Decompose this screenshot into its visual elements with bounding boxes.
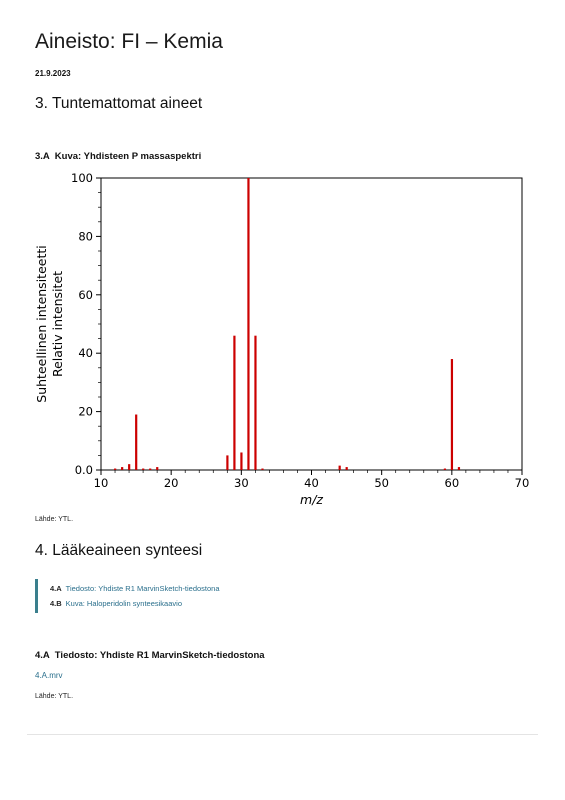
toc-number: 4.B — [50, 599, 62, 608]
section-heading-4: 4. Lääkeaineen synteesi — [35, 542, 203, 559]
spectrum-peak-bar — [226, 455, 229, 470]
figure-caption-3a: 3.A Kuva: Yhdisteen P massaspektri — [35, 151, 201, 162]
spectrum-peak-bar — [121, 467, 124, 470]
spectrum-peak-bar — [240, 452, 243, 470]
y-axis-label: Suhteellinen intensiteetti — [34, 245, 49, 402]
subsection-number: 4.A — [35, 650, 50, 661]
y-tick-label: 0.0 — [75, 463, 93, 477]
spectrum-peak-bar — [443, 468, 447, 470]
y-tick-label: 20 — [78, 405, 93, 419]
subsection-title: Tiedosto: Yhdiste R1 MarvinSketch-tiedos… — [54, 650, 265, 661]
section-heading-3: 3. Tuntemattomat aineet — [35, 95, 203, 112]
spectrum-peak-bar — [247, 178, 250, 470]
x-tick-label: 50 — [374, 476, 389, 490]
x-axis-label: m/z — [300, 492, 323, 507]
chart-labels: 10 20 30 40 50 60 70 0.0 20 40 60 80 100 m/z Suhteelli… — [34, 171, 529, 507]
section-toc: 4.A Tiedosto: Yhdiste R1 MarvinSketch-tie… — [35, 579, 338, 613]
page-title: Aineisto: FI – Kemia — [35, 30, 223, 53]
subsection-heading-4a: 4.A Tiedosto: Yhdiste R1 MarvinSketch-tie… — [35, 650, 265, 661]
spectrum-peak-bar — [261, 468, 264, 470]
toc-link[interactable]: Kuva: Haloperidolin synteesikaavio — [65, 599, 182, 608]
figure-caption-text: Kuva: Yhdisteen P massaspektri — [54, 151, 202, 162]
spectrum-peak-bar — [149, 468, 152, 470]
x-tick-label: 30 — [234, 476, 249, 490]
toc-link[interactable]: Tiedosto: Yhdiste R1 MarvinSketch-tiedos… — [65, 584, 220, 593]
spectrum-peak-bar — [156, 467, 159, 470]
publish-date: 21.9.2023 — [35, 69, 71, 78]
figure-number: 3.A — [35, 151, 50, 162]
spectrum-peak-bar — [338, 465, 341, 470]
mass-spectrum-chart: 10 20 30 40 50 60 70 0.0 20 40 60 80 100 m/z Suhteelli… — [34, 171, 529, 507]
spectrum-peak-bar — [233, 335, 236, 470]
x-tick-label: 10 — [94, 476, 109, 490]
chart-source: Lähde: YTL. — [35, 516, 74, 523]
y-tick-label: 100 — [71, 171, 93, 185]
x-tick-label: 70 — [515, 476, 530, 490]
footer-divider — [27, 734, 538, 735]
spectrum-peak-bar — [457, 467, 461, 470]
y-tick-label: 40 — [78, 346, 93, 360]
spectrum-peak-bar — [142, 468, 145, 470]
file-download-link[interactable]: 4.A.mrv — [35, 671, 63, 680]
file-source: Lähde: YTL. — [35, 693, 74, 700]
chart-axes — [96, 177, 523, 475]
x-tick-label: 20 — [164, 476, 179, 490]
toc-number: 4.A — [50, 584, 62, 593]
spectrum-peak-bar — [345, 467, 348, 470]
spectrum-peak-bar — [128, 464, 131, 470]
spectrum-peak-bar — [135, 414, 138, 470]
spectrum-peak-bar — [450, 359, 454, 470]
plot-frame — [100, 177, 523, 471]
chart-bars — [114, 178, 461, 470]
x-tick-label: 40 — [304, 476, 319, 490]
y-tick-label: 60 — [78, 288, 93, 302]
toc-item-4b[interactable]: 4.B Kuva: Haloperidolin synteesikaavio — [50, 599, 182, 608]
toc-item-4a[interactable]: 4.A Tiedosto: Yhdiste R1 MarvinSketch-tie… — [50, 584, 220, 593]
spectrum-peak-bar — [254, 335, 257, 470]
x-tick-label: 60 — [445, 476, 460, 490]
y-tick-label: 80 — [78, 229, 93, 243]
spectrum-peak-bar — [114, 468, 117, 470]
y-axis-label: Relativ intensitet — [50, 271, 65, 377]
